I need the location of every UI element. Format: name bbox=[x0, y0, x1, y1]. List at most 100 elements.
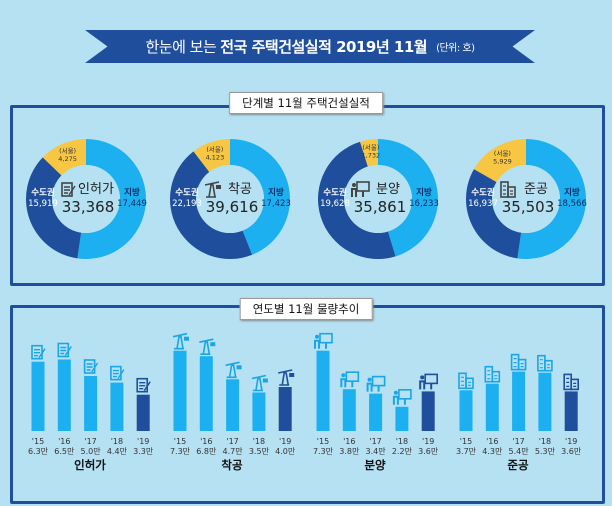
buildings-icon bbox=[510, 353, 527, 371]
bar bbox=[395, 406, 409, 431]
bar-value-label: 3.8만 bbox=[339, 447, 360, 456]
crane-icon bbox=[278, 369, 295, 386]
donut-slice-seoul bbox=[193, 139, 230, 173]
donut-slice-capital bbox=[317, 141, 396, 260]
donut-slice-capital bbox=[169, 151, 253, 259]
donut-stage-name: 분양 bbox=[376, 182, 400, 197]
section-label-trend: 연도별 11월 물량추이 bbox=[239, 298, 373, 320]
bar bbox=[421, 391, 435, 431]
crane-icon bbox=[225, 361, 242, 379]
capital-label: 수도권 bbox=[323, 187, 347, 198]
bar-group-label: 인허가 bbox=[74, 458, 106, 472]
seoul-value: 1,732 bbox=[362, 152, 381, 160]
donut-slice-seoul bbox=[42, 139, 86, 176]
section-label-stage: 단계별 11월 주택건설실적 bbox=[229, 92, 383, 114]
bar-value-label: 4.7만 bbox=[223, 447, 244, 456]
title-main: 전국 주택건설실적 2019년 11월 bbox=[220, 38, 428, 56]
donut-slice-local bbox=[77, 139, 146, 259]
donut-slice-local bbox=[517, 139, 587, 259]
capital-label: 수도권 bbox=[471, 187, 495, 198]
bar bbox=[84, 376, 98, 431]
bar bbox=[252, 392, 266, 431]
donut-slice-capital bbox=[25, 157, 82, 259]
bar-group-label: 준공 bbox=[507, 458, 529, 472]
bar-value-label: 3.5만 bbox=[249, 447, 270, 456]
bar-year-label: '17 bbox=[369, 437, 381, 446]
seoul-label: (서울) bbox=[494, 148, 511, 157]
capital-value: 19,628 bbox=[320, 199, 350, 209]
donut-stage-name: 인허가 bbox=[78, 182, 114, 197]
bar-year-label: '16 bbox=[200, 437, 212, 446]
bar-value-label: 3.7만 bbox=[456, 447, 477, 456]
bar-value-label: 5.0만 bbox=[81, 447, 102, 456]
bar-year-label: '15 bbox=[460, 437, 472, 446]
bar bbox=[173, 350, 187, 431]
local-label: 지방 bbox=[124, 187, 140, 198]
donut-slice-local bbox=[230, 139, 290, 255]
bar-value-label: 5.4만 bbox=[509, 447, 530, 456]
bar-value-label: 2.2만 bbox=[392, 447, 413, 456]
bar-year-label: '15 bbox=[32, 437, 44, 446]
local-label: 지방 bbox=[268, 187, 284, 198]
bar bbox=[226, 379, 240, 431]
capital-label: 수도권 bbox=[175, 187, 199, 198]
donut-center bbox=[196, 165, 264, 233]
capital-value: 16,937 bbox=[468, 199, 498, 209]
local-label: 지방 bbox=[416, 187, 432, 198]
bar-value-label: 6.3만 bbox=[28, 447, 49, 456]
permit-document-icon bbox=[83, 359, 99, 374]
bar-year-label: '17 bbox=[512, 437, 524, 446]
seoul-value: 4,275 bbox=[58, 155, 77, 163]
seoul-label: (서울) bbox=[362, 143, 379, 152]
bar-year-label: '16 bbox=[58, 437, 70, 446]
bar bbox=[512, 371, 526, 431]
donut-slice-seoul bbox=[360, 139, 378, 167]
bar bbox=[485, 383, 499, 431]
permit-document-icon bbox=[136, 377, 151, 393]
permit-document-icon bbox=[57, 342, 72, 358]
title-prefix: 한눈에 보는 bbox=[145, 38, 217, 56]
presentation-board-icon bbox=[351, 181, 370, 197]
bar-year-label: '18 bbox=[396, 437, 408, 446]
permit-document-icon bbox=[31, 344, 46, 360]
bar-value-label: 7.3만 bbox=[313, 447, 334, 456]
presentation-board-icon bbox=[340, 371, 360, 388]
seoul-value: 5,929 bbox=[493, 157, 512, 165]
bar-value-label: 7.3만 bbox=[170, 447, 191, 456]
bar-value-label: 6.5만 bbox=[54, 447, 75, 456]
bar-year-label: '18 bbox=[253, 437, 265, 446]
bar-value-label: 5.3만 bbox=[535, 447, 556, 456]
permit-document-icon bbox=[61, 182, 76, 197]
bar bbox=[564, 391, 578, 431]
buildings-icon bbox=[484, 365, 501, 383]
presentation-board-icon bbox=[392, 388, 412, 405]
capital-label: 수도권 bbox=[31, 187, 55, 198]
donut-slice-capital bbox=[466, 169, 522, 259]
seoul-label: (서울) bbox=[206, 144, 223, 153]
bar bbox=[199, 356, 213, 431]
bar-value-label: 3.6만 bbox=[418, 447, 439, 456]
presentation-board-icon bbox=[314, 332, 333, 349]
seoul-value: 4,123 bbox=[206, 153, 225, 161]
bar-year-label: '18 bbox=[539, 437, 551, 446]
buildings-icon bbox=[458, 372, 474, 390]
bar bbox=[31, 361, 45, 431]
local-value: 17,423 bbox=[261, 199, 291, 209]
presentation-board-icon bbox=[419, 373, 439, 390]
bar-value-label: 3.4만 bbox=[366, 447, 387, 456]
title-banner: 한눈에 보는 전국 주택건설실적 2019년 11월 (단위: 호) bbox=[85, 30, 535, 63]
bar-year-label: '19 bbox=[422, 437, 434, 446]
permit-document-icon bbox=[110, 365, 125, 381]
bar-year-label: '15 bbox=[317, 437, 329, 446]
donut-total: 35,861 bbox=[354, 198, 407, 216]
bar bbox=[459, 390, 473, 431]
presentation-board-icon bbox=[366, 375, 386, 392]
local-value: 18,566 bbox=[557, 199, 587, 209]
bar bbox=[57, 359, 71, 431]
bar-year-label: '17 bbox=[226, 437, 238, 446]
crane-icon bbox=[199, 338, 216, 356]
buildings-icon bbox=[563, 373, 580, 391]
donut-total: 33,368 bbox=[62, 198, 115, 216]
bar bbox=[278, 387, 292, 431]
crane-icon bbox=[204, 181, 221, 198]
